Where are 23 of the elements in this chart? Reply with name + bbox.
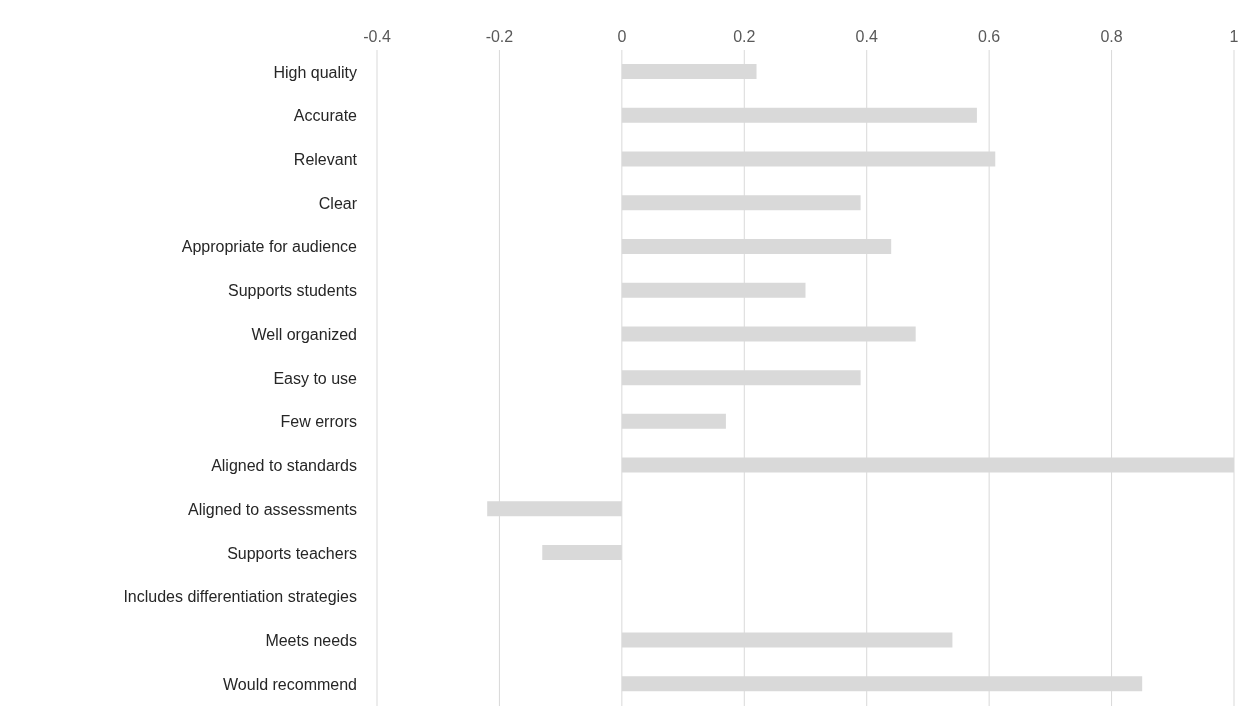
y-tick-label: Includes differentiation strategies — [123, 588, 357, 606]
y-tick-label: Meets needs — [265, 632, 357, 650]
x-tick-label: 0.2 — [733, 28, 756, 45]
y-tick-label: Supports teachers — [227, 544, 357, 562]
x-tick-label: 0 — [617, 28, 627, 45]
y-tick-label: Relevant — [293, 151, 358, 169]
y-tick-label: Supports students — [228, 282, 357, 300]
y-tick-label: Well organized — [251, 325, 357, 343]
x-tick-label: 0.4 — [855, 28, 878, 45]
y-tick-label: Easy to use — [273, 369, 358, 387]
y-tick-label: High quality — [273, 63, 357, 81]
y-tick-label: Clear — [318, 194, 358, 212]
x-tick-label: 1 — [1229, 28, 1239, 45]
y-tick-label: Would recommend — [223, 675, 357, 693]
y-tick-label: Aligned to standards — [211, 457, 357, 475]
x-tick-label: 0.8 — [1100, 28, 1123, 45]
y-tick-label: Aligned to assessments — [188, 500, 357, 518]
y-tick-label: Appropriate for audience — [181, 238, 358, 256]
y-tick-label: Few errors — [280, 413, 357, 431]
x-tick-label: -0.2 — [485, 28, 514, 45]
y-tick-label: Accurate — [293, 107, 358, 125]
x-tick-label: 0.6 — [978, 28, 1001, 45]
x-tick-label: -0.4 — [363, 28, 391, 45]
